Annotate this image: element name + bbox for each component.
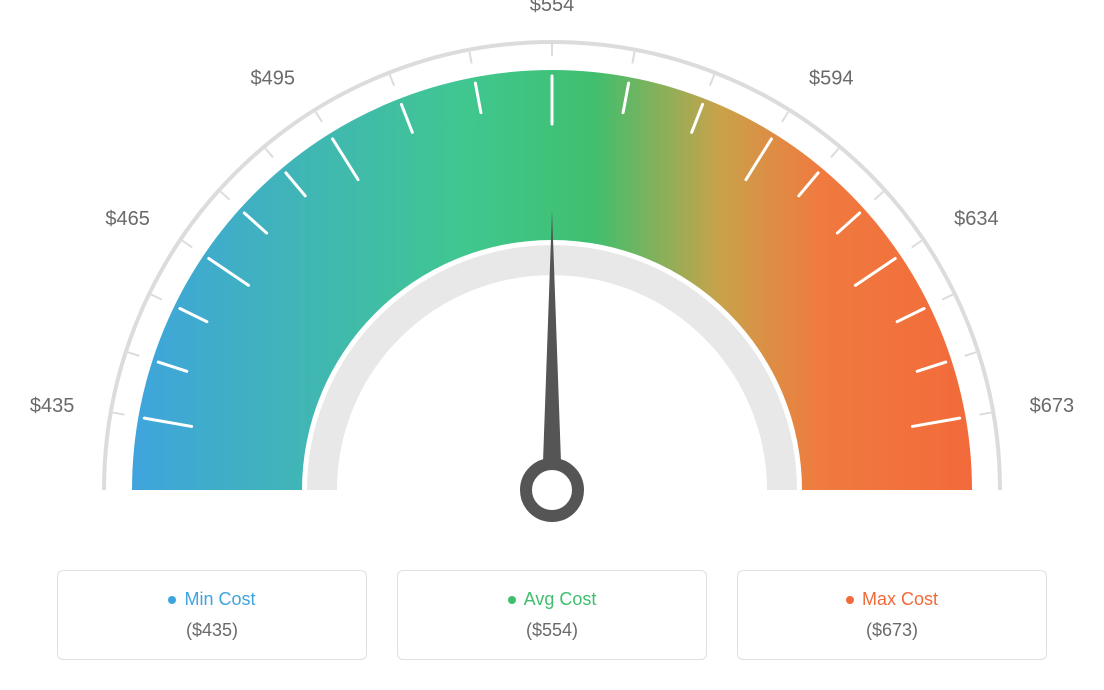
outer-tick xyxy=(632,52,634,64)
tick-label: $435 xyxy=(30,395,75,417)
outer-tick xyxy=(316,112,322,122)
outer-tick xyxy=(979,413,991,415)
legend-value-max: ($673) xyxy=(866,620,918,641)
outer-tick xyxy=(265,148,273,157)
tick-label: $465 xyxy=(105,208,150,230)
outer-tick xyxy=(151,294,162,299)
legend-card-avg: Avg Cost ($554) xyxy=(397,570,707,660)
legend-card-min: Min Cost ($435) xyxy=(57,570,367,660)
gauge-svg: $435 $465 $495 $554 $594 $634 $673 xyxy=(0,0,1104,560)
legend-dot-min xyxy=(168,596,176,604)
legend-value-min: ($435) xyxy=(186,620,238,641)
outer-tick xyxy=(469,52,471,64)
legend-title-avg: Avg Cost xyxy=(508,589,597,610)
tick-label: $594 xyxy=(809,68,854,90)
outer-tick xyxy=(710,75,714,86)
outer-tick xyxy=(965,352,976,356)
outer-tick xyxy=(221,192,230,200)
legend-value-avg: ($554) xyxy=(526,620,578,641)
cost-gauge-chart: $435 $465 $495 $554 $594 $634 $673 xyxy=(0,0,1104,560)
outer-tick xyxy=(390,75,394,86)
outer-tick xyxy=(942,294,953,299)
legend-dot-max xyxy=(846,596,854,604)
legend-label-avg: Avg Cost xyxy=(524,589,597,610)
tick-label: $673 xyxy=(1030,395,1075,417)
legend-dot-avg xyxy=(508,596,516,604)
outer-tick xyxy=(128,352,139,356)
tick-label: $554 xyxy=(530,0,575,16)
gauge-needle-hub xyxy=(526,464,578,516)
outer-tick xyxy=(912,241,922,248)
outer-tick xyxy=(831,148,839,157)
legend-label-min: Min Cost xyxy=(184,589,255,610)
legend-title-max: Max Cost xyxy=(846,589,938,610)
legend-title-min: Min Cost xyxy=(168,589,255,610)
legend-card-max: Max Cost ($673) xyxy=(737,570,1047,660)
legend-label-max: Max Cost xyxy=(862,589,938,610)
outer-tick xyxy=(782,112,788,122)
outer-tick xyxy=(113,413,125,415)
legend-row: Min Cost ($435) Avg Cost ($554) Max Cost… xyxy=(0,570,1104,660)
tick-label: $495 xyxy=(250,68,295,90)
outer-tick xyxy=(182,241,192,248)
tick-label: $634 xyxy=(954,208,999,230)
outer-tick xyxy=(875,192,884,200)
